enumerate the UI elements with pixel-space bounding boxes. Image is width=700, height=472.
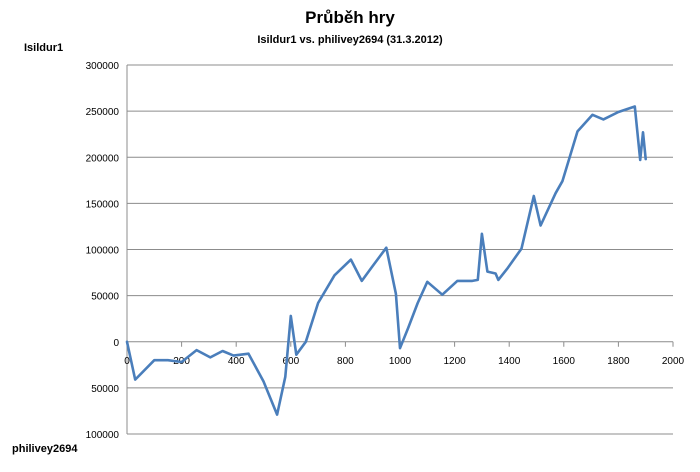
x-tick-label: 1400 [498,356,521,367]
y-tick-label: 150000 [86,199,120,210]
x-tick-label: 1600 [553,356,576,367]
y-tick-label: 50000 [91,292,119,303]
x-tick-label: 800 [337,356,354,367]
chart-title: Průběh hry [305,8,395,27]
player-bottom-label: philivey2694 [12,443,78,455]
y-tick-label: 300000 [86,61,120,72]
axes: 300000 250000 200000 150000 100000 50000 0 5000… [86,61,685,441]
gridlines [127,64,673,435]
x-tick-label: 400 [228,356,245,367]
x-tick-label: 1200 [443,356,466,367]
y-tick-label: 0 [113,338,119,349]
y-tick-label: 100000 [86,246,120,257]
x-tick-label: 1000 [389,356,412,367]
player-top-label: Isildur1 [24,42,64,54]
series-layer [125,105,647,416]
y-tick-label: 50000 [91,384,119,395]
y-tick-label: 200000 [86,153,120,164]
x-tick-label: 0 [124,356,130,367]
y-tick-label: 250000 [86,107,120,118]
x-tick-label: 600 [282,356,299,367]
chart-subtitle: Isildur1 vs. philivey2694 (31.3.2012) [257,34,443,46]
series-line [125,105,647,416]
x-tick-label: 1800 [607,356,630,367]
y-tick-label: 100000 [86,430,120,441]
x-tick-label: 2000 [662,356,685,367]
